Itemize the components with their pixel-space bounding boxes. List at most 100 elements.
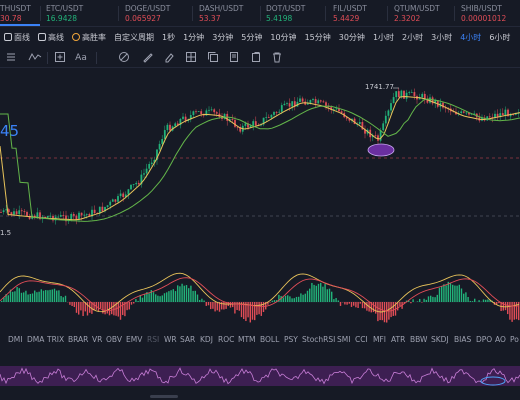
ticker-item[interactable]: DOT/USDT 5.4198: [266, 4, 305, 26]
histogram-bar: [166, 292, 168, 302]
layout-icon[interactable]: [184, 51, 198, 65]
interval-4h[interactable]: 4小时: [460, 33, 482, 42]
ticker-price: 5.4429: [333, 14, 360, 23]
interval-10m[interactable]: 10分钟: [270, 33, 297, 42]
histogram-bar: [181, 283, 183, 302]
ticker-item[interactable]: DASH/USDT 53.37: [199, 4, 243, 26]
win-rate-button[interactable]: 高胜率: [68, 28, 110, 48]
histogram-bar: [102, 302, 104, 314]
interval-30m[interactable]: 30分钟: [338, 33, 365, 42]
interval-2h[interactable]: 2小时: [402, 33, 424, 42]
tab-dma[interactable]: DMA: [27, 335, 45, 344]
histogram-bar: [331, 291, 333, 302]
histogram-bar: [443, 284, 445, 302]
tab-bbw[interactable]: BBW: [410, 335, 428, 344]
candlestick-chart[interactable]: [0, 70, 520, 242]
histogram-bar: [53, 288, 56, 302]
tab-sar[interactable]: SAR: [180, 335, 196, 344]
interval-3m[interactable]: 3分钟: [212, 33, 234, 42]
custom-period-button[interactable]: 自定义周期: [114, 33, 154, 42]
candle-body: [322, 101, 325, 103]
ticker-item[interactable]: DOGE/USDT 0.065927: [125, 4, 170, 26]
histogram-bar: [196, 294, 199, 302]
histogram-bar: [487, 299, 489, 302]
delete-icon[interactable]: [270, 51, 284, 65]
histogram-bar: [58, 290, 60, 302]
tab-wr[interactable]: WR: [164, 335, 177, 344]
candle-body: [179, 118, 182, 126]
candle-body: [0, 212, 2, 213]
tab-cci[interactable]: CCI: [355, 335, 368, 344]
tab-po[interactable]: Po: [510, 335, 519, 344]
interval-toolbar: 面线 高线 高胜率 自定义周期 1秒 1分钟 3分钟 5分钟 10分钟 15分钟…: [0, 28, 520, 48]
menu-icon[interactable]: [4, 51, 18, 65]
rsi-chart[interactable]: [0, 350, 520, 400]
histogram-bar: [207, 302, 210, 306]
layers-icon[interactable]: [227, 51, 241, 65]
brush-icon[interactable]: [141, 51, 155, 65]
interval-1h[interactable]: 1小时: [372, 33, 395, 42]
tab-rsi[interactable]: RSI: [147, 335, 160, 344]
histogram-bar: [423, 298, 425, 302]
histogram-bar: [75, 302, 78, 313]
tab-bias[interactable]: BIAS: [454, 335, 472, 344]
eraser-icon[interactable]: [162, 51, 176, 65]
candle-body: [182, 116, 184, 119]
tab-emv[interactable]: EMV: [126, 335, 143, 344]
tab-brar[interactable]: BRAR: [68, 335, 89, 344]
interval-6h[interactable]: 6小时: [489, 33, 511, 42]
candle-body: [2, 210, 5, 213]
tab-vr[interactable]: VR: [92, 335, 103, 344]
candles: [0, 87, 520, 226]
add-box-icon[interactable]: [53, 51, 67, 65]
tab-trix[interactable]: TRIX: [47, 335, 65, 344]
ticker-strip: THUSDT 30.78 ETC/USDT 16.9428 DOGE/USDT …: [0, 0, 520, 27]
candle-body: [296, 101, 299, 107]
magnet-icon[interactable]: [117, 51, 131, 65]
tab-kdj[interactable]: KDJ: [200, 335, 213, 344]
interval-15m[interactable]: 15分钟: [304, 33, 331, 42]
candle-body: [270, 114, 273, 118]
wave-icon[interactable]: [28, 51, 42, 65]
tab-roc[interactable]: ROC: [218, 335, 235, 344]
interval-3h[interactable]: 3小时: [431, 33, 453, 42]
tab-dpo[interactable]: DPO: [476, 335, 493, 344]
tab-obv[interactable]: OBV: [106, 335, 122, 344]
tab-dmi[interactable]: DMI: [8, 335, 23, 344]
interval-5m[interactable]: 5分钟: [241, 33, 263, 42]
ticker-item[interactable]: SHIB/USDT 0.00001012: [461, 4, 506, 26]
tab-boll[interactable]: BOLL: [260, 335, 280, 344]
tab-ao[interactable]: AO: [495, 335, 506, 344]
tab-mfi[interactable]: MFI: [373, 335, 386, 344]
copy-icon[interactable]: [206, 51, 220, 65]
ticker-name: FIL/USDT: [333, 4, 367, 13]
ticker-price: 0.00001012: [461, 14, 507, 23]
scroll-handle[interactable]: [150, 395, 178, 398]
kline-mode-button[interactable]: 高线: [34, 28, 68, 48]
candle-body: [28, 216, 31, 219]
tab-stochrsi[interactable]: StochRSI: [302, 335, 336, 344]
ticker-item[interactable]: FIL/USDT 5.4429: [333, 4, 367, 26]
interval-1m[interactable]: 1分钟: [183, 33, 205, 42]
histogram-bar: [346, 302, 348, 305]
indicator-chart[interactable]: [0, 244, 520, 332]
ticker-item[interactable]: QTUM/USDT 2.3202: [394, 4, 440, 26]
ticker-item[interactable]: ETC/USDT 16.9428: [46, 4, 83, 26]
ticker-item[interactable]: THUSDT 30.78: [0, 4, 31, 26]
tab-psy[interactable]: PSY: [284, 335, 298, 344]
candle-body: [429, 97, 431, 103]
histogram-bar: [106, 302, 108, 314]
tab-skdj[interactable]: SKDJ: [431, 335, 449, 344]
tab-mtm[interactable]: MTM: [238, 335, 256, 344]
text-icon[interactable]: Aa: [75, 53, 87, 63]
histogram-bar: [78, 302, 80, 315]
candle-body: [442, 102, 444, 108]
histogram-bar: [463, 293, 465, 302]
tab-smi[interactable]: SMI: [337, 335, 351, 344]
candle-body: [5, 209, 8, 211]
tab-atr[interactable]: ATR: [391, 335, 406, 344]
duplicate-icon[interactable]: [249, 51, 263, 65]
histogram-bar: [27, 294, 29, 302]
line-mode-button[interactable]: 面线: [0, 28, 34, 48]
interval-1s[interactable]: 1秒: [162, 33, 176, 42]
